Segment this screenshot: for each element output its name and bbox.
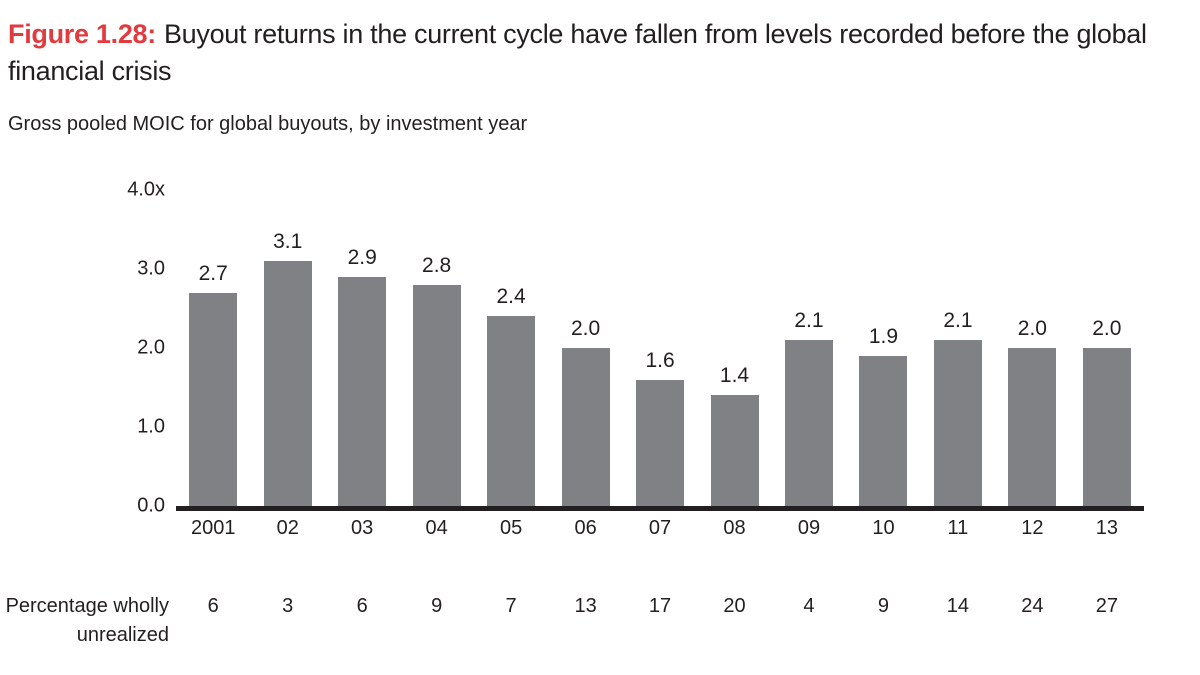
bar [859,355,908,506]
unrealized-row-label: Percentage wholly unrealized [0,592,176,650]
unrealized-value: 9 [431,595,443,617]
unrealized-value: 20 [723,595,746,617]
y-tick-label: 1.0 [137,415,165,438]
bar-value-label: 3.1 [273,230,303,254]
y-tick-label: 0.0 [137,494,165,517]
unrealized-value: 4 [803,595,815,617]
bar-value-label: 2.4 [496,285,526,309]
x-tick-label: 09 [797,517,821,539]
unrealized-value: 9 [877,595,890,617]
bar-value-label: 1.4 [719,364,750,388]
bar-column: 2.1 [921,190,995,506]
unrealized-value: 6 [356,595,368,617]
bar [561,348,610,506]
bar [189,292,238,506]
x-tick-label: 13 [1095,517,1118,539]
unrealized-value: 6 [207,595,219,617]
bar-value-label: 2.0 [1092,317,1122,340]
bar [710,395,759,506]
unrealized-value: 17 [648,595,672,617]
figure-number-label: Figure 1.28: [8,19,156,49]
bar [487,316,536,506]
bar-column: 2.8 [399,190,473,506]
bar-column: 2.0 [995,190,1069,506]
bar [1082,348,1131,506]
figure-page: Figure 1.28: Buyout returns in the curren… [0,16,1200,650]
bar-value-label: 2.9 [347,245,377,269]
unrealized-label-line2: unrealized [76,624,169,646]
bar-column: 2.7 [176,190,250,506]
y-tick-label: 2.0 [137,336,165,359]
bar [338,276,387,506]
x-tick-label: 08 [723,517,746,539]
bar [1008,348,1057,506]
bar-value-label: 2.0 [570,317,601,340]
x-axis-line [176,506,1144,511]
unrealized-value: 24 [1021,595,1044,617]
bar-chart: 4.0x 3.0 2.0 1.0 0.0 2.7 3.1 2.9 2.8 2.4 2.0 1.6 1.… [0,179,1200,540]
bar-column: 2.9 [325,190,399,506]
bar-column: 1.9 [846,190,920,506]
y-tick-label: 4.0x [127,178,165,201]
bar-value-label: 1.6 [645,348,675,372]
y-tick-label: 3.0 [137,257,165,280]
bar-column: 2.0 [1070,190,1144,506]
bar [412,284,461,506]
unrealized-label-line1: Percentage wholly [5,595,169,617]
bar [784,340,833,506]
bar-value-label: 2.7 [198,261,228,285]
figure-title-text: Buyout returns in the current cycle have… [8,19,1147,86]
bar-value-label: 2.1 [794,309,824,333]
bar-column: 2.0 [548,190,622,506]
unrealized-value: 13 [574,595,597,617]
x-tick-label: 03 [351,517,374,539]
y-axis: 4.0x 3.0 2.0 1.0 0.0 [0,179,176,517]
bar-column: 2.1 [772,190,846,506]
x-tick-label: 05 [499,517,523,539]
bar-value-label: 2.1 [943,309,973,333]
unrealized-value: 14 [946,595,970,617]
bar-column: 1.4 [697,190,771,506]
unrealized-value: 27 [1095,595,1118,617]
x-tick-label: 2001 [190,517,236,539]
unrealized-row: Percentage wholly unrealized 6 3 6 9 7 13 17 20… [0,592,1200,650]
figure-title: Figure 1.28: Buyout returns in the curren… [0,16,1148,90]
bar-column: 1.6 [623,190,697,506]
chart-subtitle: Gross pooled MOIC for global buyouts, by… [8,113,528,135]
bar-column: 3.1 [250,190,324,506]
bar [263,261,312,506]
x-tick-label: 10 [872,517,895,539]
bar-column: 2.4 [474,190,548,506]
unrealized-value: 3 [282,595,294,617]
x-tick-label: 02 [276,517,299,539]
bar-value-label: 2.0 [1017,317,1047,340]
x-axis-labels: 2001 02 03 04 05 06 07 08 09 10 11 12 13 [176,511,1144,540]
plot-area: 2.7 3.1 2.9 2.8 2.4 2.0 1.6 1.4 2.1 1.9 2.1 2.0 2.0 [176,190,1144,506]
x-tick-label: 11 [947,517,969,539]
unrealized-value: 7 [505,595,517,617]
bar-value-label: 1.9 [868,324,899,348]
x-tick-label: 06 [574,517,597,539]
bar [636,379,685,506]
bar-value-label: 2.8 [422,253,452,277]
x-tick-label: 12 [1021,517,1044,539]
x-tick-label: 04 [425,517,448,539]
bar [933,340,982,506]
plot-wrap: 2.7 3.1 2.9 2.8 2.4 2.0 1.6 1.4 2.1 1.9 2.1 2.0 2.0 … [176,190,1144,540]
x-tick-label: 07 [648,517,672,539]
unrealized-values: 6 3 6 9 7 13 17 20 4 9 14 24 27 [176,592,1144,621]
